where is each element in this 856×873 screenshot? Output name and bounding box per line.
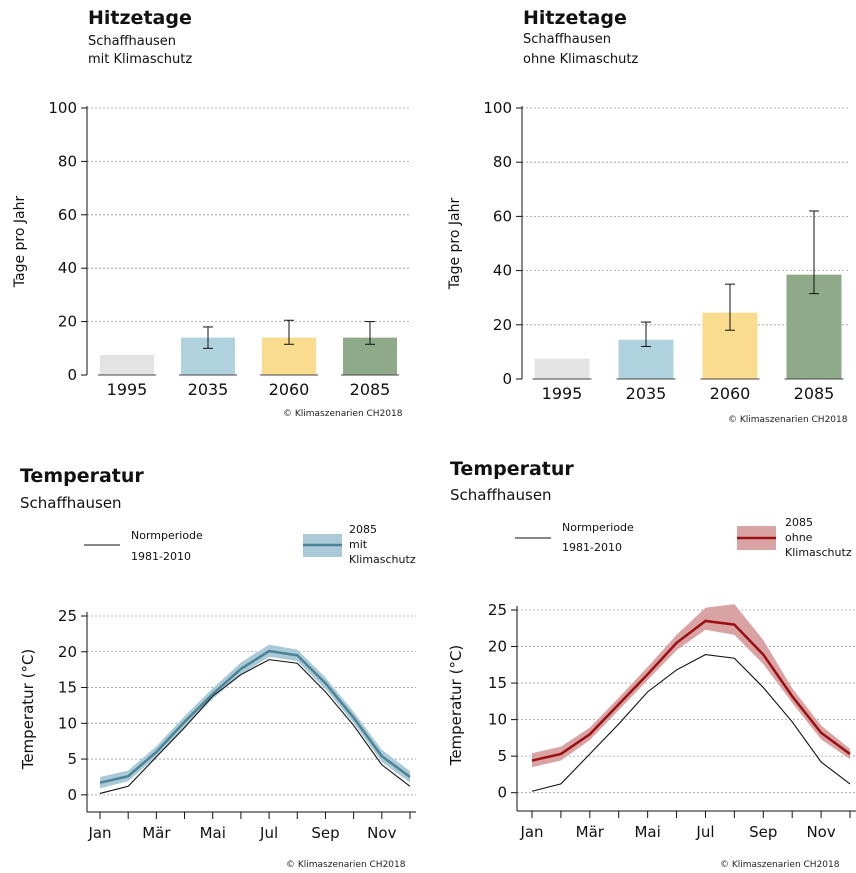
temp-left-subtitle: Schaffhausen xyxy=(20,494,122,512)
temp-right-legend-norm-label-2: 1981-2010 xyxy=(562,541,622,554)
heat_right-ytick-label: 100 xyxy=(483,99,512,117)
heat_left-xtick-label-2035: 2035 xyxy=(188,380,229,399)
temp-left-legend-scen-label-1: 2085 xyxy=(349,523,377,536)
temp_left-xtick-label-Mär: Mär xyxy=(142,824,171,842)
temp-right-legend-scen-label-2: ohne xyxy=(785,531,813,544)
temp-right-legend-scen-label-3: Klimaschutz xyxy=(785,546,852,559)
temp-right-title: Temperatur xyxy=(450,458,574,480)
temp_left-xtick-label-Sep: Sep xyxy=(311,824,339,842)
temp-left-copyright: © Klimaszenarien CH2018 xyxy=(286,860,406,870)
temp_left-ytick-label: 25 xyxy=(58,607,77,625)
temp-right-legend-norm-label-1: Normperiode xyxy=(562,521,634,534)
temp_right-series-0-line xyxy=(531,654,851,792)
heat_left-xtick-label-2085: 2085 xyxy=(350,380,391,399)
heat_right-ytick-label: 20 xyxy=(493,316,512,334)
heat_left-ytick-label: 60 xyxy=(58,206,77,224)
temp_right-xtick-label-Mär: Mär xyxy=(576,823,605,841)
temp-right-copyright: © Klimaszenarien CH2018 xyxy=(720,860,840,870)
temp_right-y-axis-label: Temperatur (°C) xyxy=(447,645,465,767)
temp_right-xtick-label-Sep: Sep xyxy=(749,823,777,841)
temp_left-y-axis-label: Temperatur (°C) xyxy=(19,649,37,771)
heat_left-xtick-label-1995: 1995 xyxy=(107,380,148,399)
temp_right-ytick-label: 20 xyxy=(488,638,507,656)
heat_left-xtick-label-2060: 2060 xyxy=(269,380,310,399)
temp-left-legend-norm-label-2: 1981-2010 xyxy=(131,550,191,563)
temp-left-legend-scen-label-3: Klimaschutz xyxy=(349,553,416,566)
heat_left-y-axis-label: Tage pro Jahr xyxy=(12,196,28,289)
heat_right-xtick-label-2085: 2085 xyxy=(794,384,835,403)
temp_left-xtick-label-Mai: Mai xyxy=(200,824,226,842)
heat-right-chart: 0 20 40 60 80 100 Tage pro Jahr 1995 2035 2060 208… xyxy=(447,99,850,403)
temp-left-legend-norm-label-1: Normperiode xyxy=(131,529,203,542)
temp_left-ytick-label: 20 xyxy=(58,643,77,661)
heat_right-ytick-label: 40 xyxy=(493,262,512,280)
heat_left-ytick-label: 80 xyxy=(58,152,77,170)
temp_left-series-1-line xyxy=(99,649,411,784)
heat-left-copyright: © Klimaszenarien CH2018 xyxy=(283,409,403,419)
temp-right-legend-scen-label-1: 2085 xyxy=(785,516,813,529)
heat_right-bar-1995 xyxy=(534,358,590,379)
temp_right-xtick-label-Nov: Nov xyxy=(806,823,835,841)
temp_left-series-0-line xyxy=(99,659,411,794)
heat_left-ytick-label: 0 xyxy=(67,366,77,384)
heat_right-ytick-label: 0 xyxy=(502,370,512,388)
heat_left-ytick-label: 20 xyxy=(58,313,77,331)
temp_right-xtick-label-Jan: Jan xyxy=(519,823,543,841)
temp_right-ytick-label: 0 xyxy=(497,784,507,802)
temp_right-ytick-label: 5 xyxy=(497,747,507,765)
heat_right-xtick-label-1995: 1995 xyxy=(542,384,583,403)
temp_right-ytick-label: 15 xyxy=(488,674,507,692)
temp_right-series-1-band xyxy=(532,604,850,768)
temp-left-chart: 0 5 10 15 20 25 Jan Mär Mai Jul Sep Nov Temperatur (… xyxy=(19,607,416,842)
temp_right-xtick-label-Mai: Mai xyxy=(634,823,660,841)
temp_right-series-1-line xyxy=(531,619,851,762)
temp_left-ytick-label: 0 xyxy=(67,786,77,804)
temp-right-subtitle: Schaffhausen xyxy=(450,486,552,504)
temp_left-ytick-label: 10 xyxy=(58,714,77,732)
heat_right-ytick-label: 60 xyxy=(493,207,512,225)
heat_left-ytick-label: 100 xyxy=(48,99,77,117)
heat_right-y-axis-label: Tage pro Jahr xyxy=(447,198,463,291)
temp_left-xtick-label-Jul: Jul xyxy=(259,824,278,842)
heat_right-xtick-label-2035: 2035 xyxy=(626,384,667,403)
temp_left-xtick-label-Jan: Jan xyxy=(87,824,111,842)
heat_right-xtick-label-2060: 2060 xyxy=(710,384,751,403)
temp_left-ytick-label: 5 xyxy=(67,750,77,768)
heat_left-bar-1995 xyxy=(100,354,154,375)
heat-right-copyright: © Klimaszenarien CH2018 xyxy=(728,415,848,425)
temp_right-ytick-label: 25 xyxy=(488,601,507,619)
heat-left-title: Hitzetage xyxy=(88,7,192,29)
temp_left-xtick-label-Nov: Nov xyxy=(367,824,396,842)
temp-left-legend-symbols xyxy=(84,534,342,557)
heat-right-title: Hitzetage xyxy=(523,7,627,29)
heat_right-ytick-label: 80 xyxy=(493,153,512,171)
temp_right-ytick-label: 10 xyxy=(488,711,507,729)
temp_right-xtick-label-Jul: Jul xyxy=(695,823,714,841)
heat_left-ytick-label: 40 xyxy=(58,259,77,277)
temp-left-title: Temperatur xyxy=(20,465,144,487)
heat-left-chart: 0 20 40 60 80 100 Tage pro Jahr 1995 2035 2060 208… xyxy=(12,99,410,399)
heat-right-subtitle-location: Schaffhausen xyxy=(523,32,612,47)
temp-left-legend-scen-label-2: mit xyxy=(349,538,368,551)
heat-left-subtitle-location: Schaffhausen xyxy=(88,34,177,49)
temp_left-ytick-label: 15 xyxy=(58,679,77,697)
heat-left-subtitle-scenario: mit Klimaschutz xyxy=(88,52,193,67)
heat-right-subtitle-scenario: ohne Klimaschutz xyxy=(523,52,639,67)
